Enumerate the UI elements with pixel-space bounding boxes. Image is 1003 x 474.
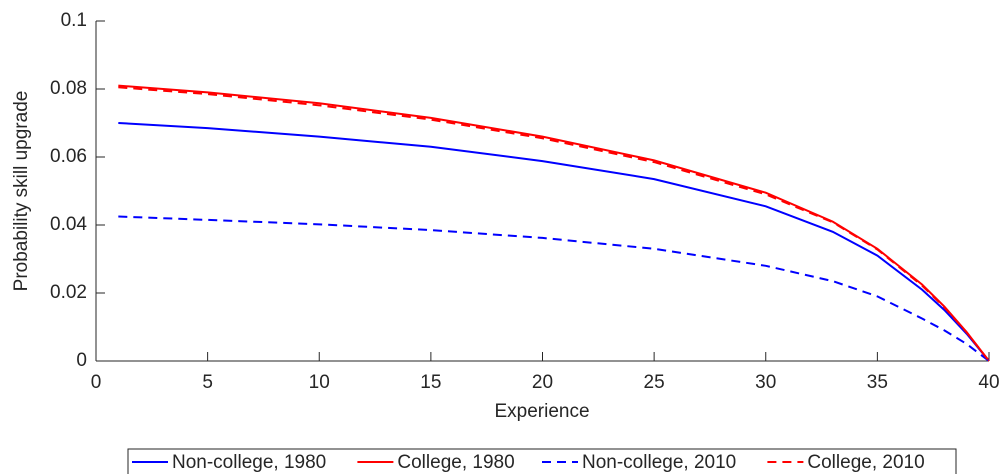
x-tick-label: 15: [420, 372, 441, 393]
x-tick-label: 40: [978, 372, 999, 393]
legend-label: Non-college, 2010: [582, 452, 736, 473]
y-tick-label: 0: [76, 350, 87, 371]
x-tick-label: 35: [867, 372, 888, 393]
legend-label: Non-college, 1980: [172, 452, 326, 473]
x-tick-label: 0: [91, 372, 102, 393]
series-line: [118, 86, 990, 362]
x-tick-label: 20: [532, 372, 553, 393]
x-tick-label: 30: [755, 372, 776, 393]
y-axis-label: Probability skill upgrade: [11, 91, 32, 292]
series-line: [118, 122, 990, 362]
series-line: [118, 215, 990, 362]
x-tick-label: 5: [202, 372, 213, 393]
legend-label: College, 2010: [807, 452, 924, 473]
y-tick-label: 0.06: [50, 146, 87, 167]
x-axis-label: Experience: [494, 401, 589, 422]
y-tick-label: 0.02: [50, 282, 87, 303]
series-line: [118, 84, 990, 362]
legend-label: College, 1980: [397, 452, 514, 473]
x-tick-label: 25: [644, 372, 665, 393]
y-tick-label: 0.1: [61, 10, 87, 31]
y-tick-label: 0.04: [50, 214, 87, 235]
x-tick-label: 10: [309, 372, 330, 393]
y-tick-label: 0.08: [50, 78, 87, 99]
